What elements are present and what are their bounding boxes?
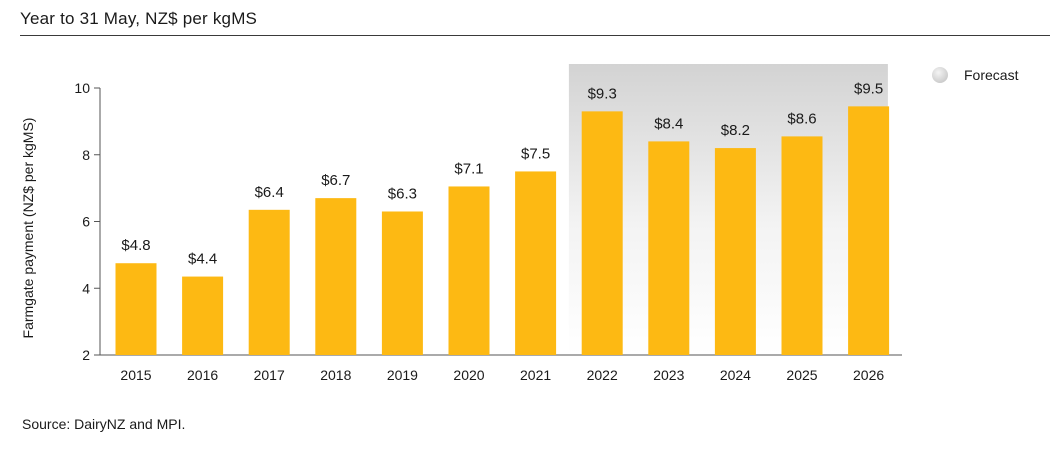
x-tick-label-2021: 2021: [520, 367, 551, 383]
bar-2024: [714, 148, 756, 355]
y-tick-label: 6: [82, 214, 90, 230]
bar-2016: [182, 276, 224, 355]
x-tick-label-2024: 2024: [720, 367, 751, 383]
source-note: Source: DairyNZ and MPI.: [22, 416, 186, 432]
data-label-2026: $9.5: [854, 80, 883, 97]
data-label-2024: $8.2: [721, 122, 750, 139]
data-label-2025: $8.6: [787, 110, 816, 127]
x-tick-label-2022: 2022: [587, 367, 618, 383]
y-tick-label: 2: [82, 347, 90, 363]
chart-title: Year to 31 May, NZ$ per kgMS: [20, 9, 258, 28]
x-tick-label-2018: 2018: [320, 367, 351, 383]
bar-2022: [581, 111, 623, 355]
data-label-2015: $4.8: [121, 237, 150, 254]
forecast-legend-label: Forecast: [964, 67, 1019, 83]
data-label-2020: $7.1: [454, 160, 483, 177]
y-tick-label: 4: [82, 280, 90, 296]
data-label-2017: $6.4: [255, 184, 284, 201]
bar-2018: [315, 198, 357, 355]
x-tick-label-2019: 2019: [387, 367, 418, 383]
y-tick-label: 8: [82, 147, 90, 163]
data-label-2019: $6.3: [388, 185, 417, 202]
data-label-2016: $4.4: [188, 251, 217, 268]
bar-2021: [515, 171, 557, 355]
x-tick-label-2026: 2026: [853, 367, 884, 383]
data-label-2022: $9.3: [588, 85, 617, 102]
bar-2017: [248, 209, 290, 355]
x-tick-label-2020: 2020: [453, 367, 484, 383]
title-divider: [20, 35, 1050, 36]
x-tick-label-2015: 2015: [120, 367, 151, 383]
bar-2026: [848, 106, 890, 355]
y-axis-label: Farmgate payment (NZ$ per kgMS): [20, 117, 36, 339]
data-label-2021: $7.5: [521, 145, 550, 162]
x-tick-label-2016: 2016: [187, 367, 218, 383]
x-tick-label-2023: 2023: [653, 367, 684, 383]
bar-2019: [381, 211, 423, 355]
bar-2023: [648, 141, 690, 355]
x-tick-label-2017: 2017: [254, 367, 285, 383]
data-label-2023: $8.4: [654, 115, 683, 132]
legend: Forecast: [932, 67, 1018, 83]
bar-2020: [448, 186, 490, 355]
forecast-legend-swatch: [932, 67, 948, 83]
bar-2015: [115, 263, 157, 355]
bar-2025: [781, 136, 823, 355]
x-tick-label-2025: 2025: [786, 367, 817, 383]
y-tick-label: 10: [74, 80, 90, 96]
data-label-2018: $6.7: [321, 172, 350, 189]
